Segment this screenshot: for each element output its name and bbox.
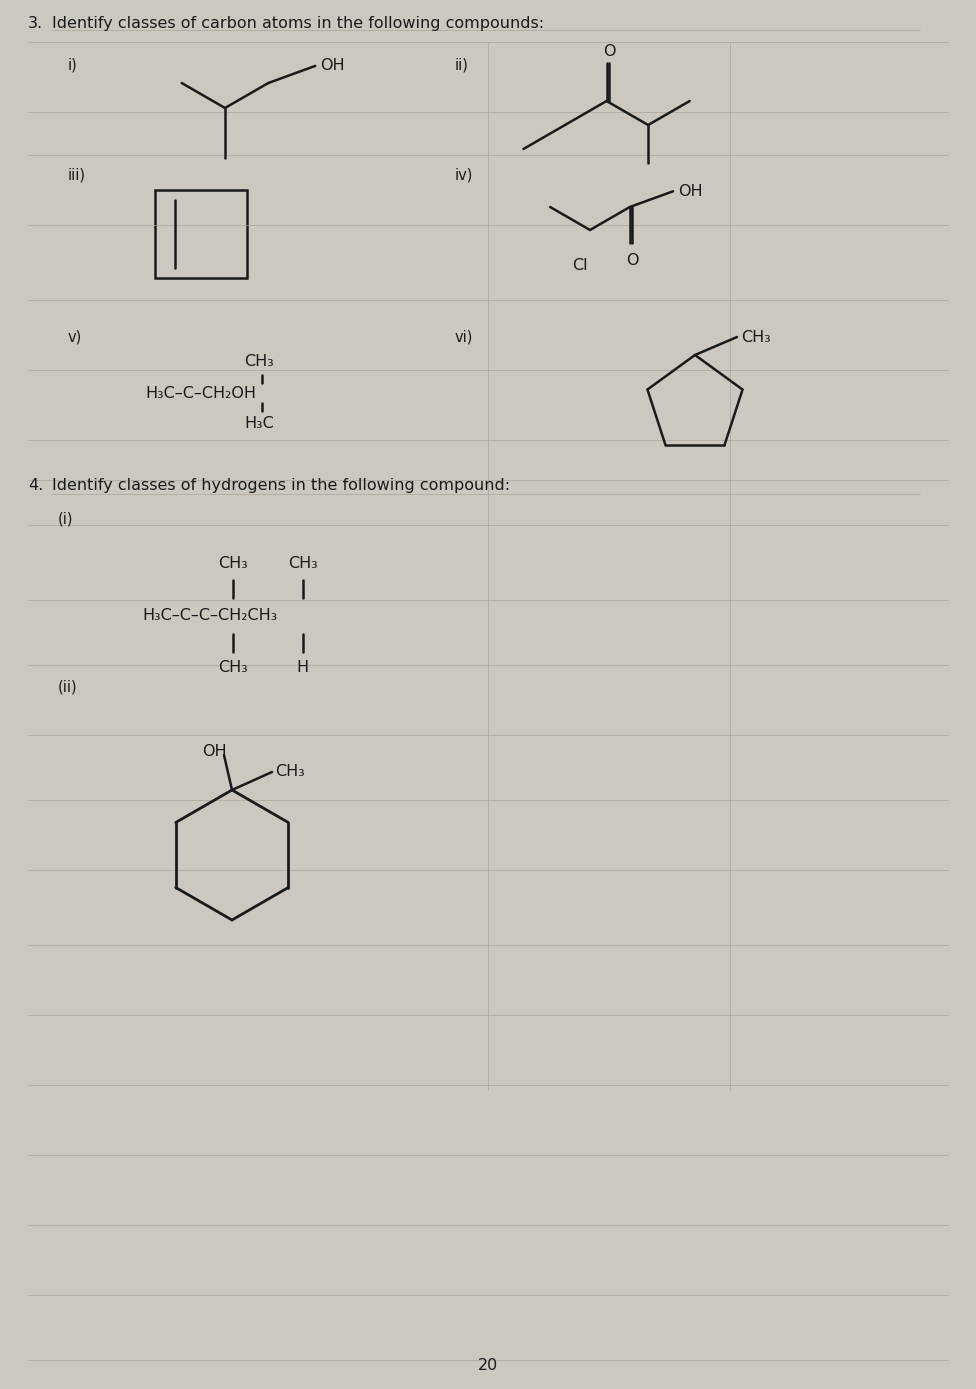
Text: 3.: 3. <box>28 17 43 31</box>
Text: O: O <box>603 43 616 58</box>
Text: Identify classes of carbon atoms in the following compounds:: Identify classes of carbon atoms in the … <box>52 17 545 31</box>
Text: (ii): (ii) <box>58 681 78 694</box>
Text: H: H <box>296 661 308 675</box>
Text: CH₃: CH₃ <box>244 353 273 368</box>
Text: CH₃: CH₃ <box>275 764 305 779</box>
Text: ii): ii) <box>455 58 468 74</box>
Text: (i): (i) <box>58 513 73 526</box>
Text: vi): vi) <box>455 331 473 344</box>
Text: iv): iv) <box>455 168 473 183</box>
Text: 4.: 4. <box>28 478 43 493</box>
Text: OH: OH <box>678 183 703 199</box>
Text: H₃C–C–C–CH₂CH₃: H₃C–C–C–CH₂CH₃ <box>142 608 277 624</box>
Text: i): i) <box>68 58 78 74</box>
Text: OH: OH <box>202 743 226 758</box>
Text: CH₃: CH₃ <box>288 557 318 571</box>
Text: OH: OH <box>320 58 345 74</box>
Text: Cl: Cl <box>572 258 588 274</box>
Text: iii): iii) <box>68 168 86 183</box>
Text: CH₃: CH₃ <box>218 661 248 675</box>
Text: 20: 20 <box>478 1357 498 1372</box>
Text: H₃C: H₃C <box>244 415 273 431</box>
Text: v): v) <box>68 331 82 344</box>
Text: CH₃: CH₃ <box>218 557 248 571</box>
Text: O: O <box>627 253 639 268</box>
Text: Identify classes of hydrogens in the following compound:: Identify classes of hydrogens in the fol… <box>52 478 510 493</box>
Text: CH₃: CH₃ <box>741 329 771 344</box>
Text: H₃C–C–CH₂OH: H₃C–C–CH₂OH <box>145 386 256 400</box>
Bar <box>155 190 247 278</box>
